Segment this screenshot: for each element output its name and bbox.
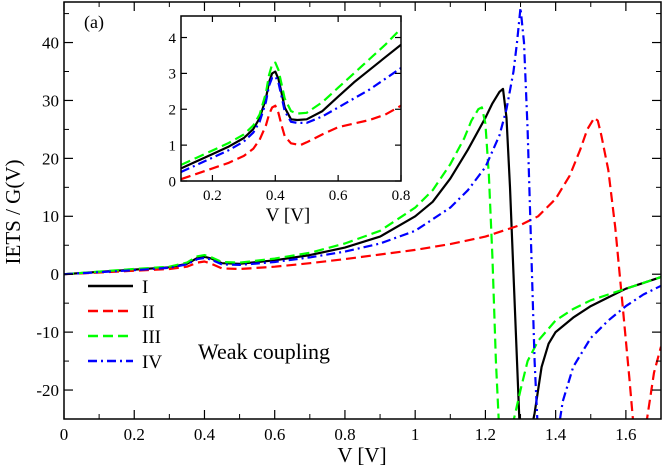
main-y-tick-label: 0 xyxy=(51,265,60,284)
main-x-tick-label: 0 xyxy=(60,425,69,444)
main-x-tick-label: 0.6 xyxy=(264,425,285,444)
inset-series-iii-line xyxy=(181,27,401,166)
main-y-tick-label: 20 xyxy=(42,149,59,168)
inset-plot-frame xyxy=(180,15,402,182)
inset-y-tick-label: 4 xyxy=(169,31,177,47)
main-series-iii-line xyxy=(64,106,661,419)
main-x-tick-label: 1.6 xyxy=(615,425,636,444)
main-y-tick-label: 10 xyxy=(42,207,59,226)
inset-y-tick-label: 0 xyxy=(169,174,177,190)
main-x-tick-label: 1.4 xyxy=(545,425,567,444)
main-x-tick-label: 0.8 xyxy=(334,425,355,444)
main-x-tick-label: 0.4 xyxy=(194,425,216,444)
weak-coupling-annotation: Weak coupling xyxy=(198,339,330,364)
main-x-tick-label: 1.2 xyxy=(475,425,496,444)
main-x-tick-label: 0.2 xyxy=(124,425,145,444)
main-y-tick-label: -10 xyxy=(36,323,59,342)
inset-x-tick-label: 0.4 xyxy=(266,188,285,204)
inset-series-ii-line xyxy=(181,104,401,181)
inset-y-tick-label: 3 xyxy=(169,67,177,83)
legend-label-ii: II xyxy=(142,302,155,323)
main-y-tick-label: -20 xyxy=(36,381,59,400)
inset-series-i-line xyxy=(181,43,401,170)
y-axis-label: IETS / G(V) xyxy=(1,160,25,265)
inset-series-iv-line xyxy=(181,67,401,174)
inset-x-tick-label: 0.2 xyxy=(203,188,222,204)
legend-label-iv: IV xyxy=(142,352,162,373)
inset-y-tick-label: 1 xyxy=(169,138,177,154)
legend-label-iii: III xyxy=(142,327,161,348)
legend-label-i: I xyxy=(142,277,148,298)
main-series-group xyxy=(64,6,661,419)
x-axis-label: V [V] xyxy=(337,443,386,467)
inset-x-tick-label: 0.6 xyxy=(329,188,348,204)
main-x-tick-label: 1 xyxy=(411,425,420,444)
inset-series-group xyxy=(181,27,401,181)
inset-axis-ticks: 0.2 0.4 0.6 0.8 0 1 2 3 4 xyxy=(169,16,411,204)
main-series-i-line xyxy=(64,87,661,419)
inset-x-axis-label: V [V] xyxy=(266,205,311,226)
main-plot-frame xyxy=(63,1,662,420)
panel-label: (a) xyxy=(84,12,104,33)
main-y-tick-label: 40 xyxy=(42,33,59,52)
main-y-tick-label: 30 xyxy=(42,91,59,110)
inset-y-tick-label: 2 xyxy=(169,103,177,119)
main-series-iv-line xyxy=(64,6,661,419)
inset-background xyxy=(181,16,401,181)
inset-x-tick-label: 0.8 xyxy=(392,188,411,204)
